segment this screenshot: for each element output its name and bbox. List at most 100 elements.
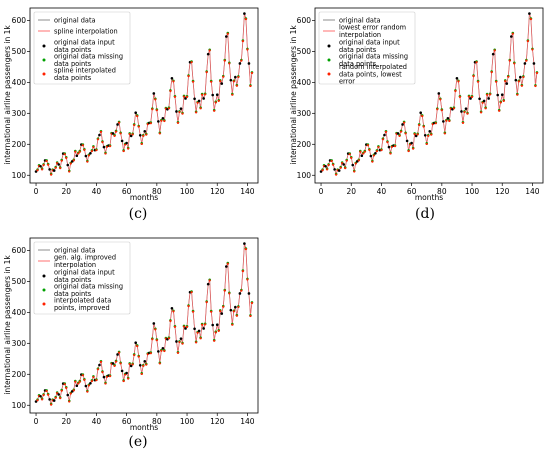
interpolated-data-point	[205, 300, 208, 304]
interpolated-data-point	[191, 80, 195, 83]
interpolated-data-point	[380, 149, 383, 152]
interpolated-data-point	[529, 18, 533, 21]
legend-dot-swatch	[42, 72, 46, 76]
interpolated-data-point	[191, 310, 195, 313]
interpolated-data-point	[78, 150, 81, 153]
interpolated-data-point	[155, 339, 158, 342]
interpolated-data-point	[173, 325, 177, 328]
input-data-point	[57, 163, 60, 166]
interpolated-data-point	[363, 150, 366, 153]
interpolated-data-point	[208, 279, 211, 282]
legend-label: original data input	[54, 39, 115, 47]
input-data-point	[234, 305, 237, 309]
interpolated-data-point	[240, 289, 243, 292]
legend-label: interpolation	[339, 31, 381, 39]
y-tick-label: 100	[12, 401, 27, 410]
interpolated-data-point	[470, 95, 474, 98]
interpolated-data-point	[178, 110, 181, 114]
interpolated-data-point	[513, 62, 516, 65]
interpolated-data-point	[430, 133, 433, 136]
interpolated-data-point	[196, 331, 199, 334]
input-data-point	[514, 78, 518, 82]
interpolated-data-point	[232, 310, 235, 313]
interpolated-data-point	[458, 95, 462, 98]
interpolated-data-point	[440, 109, 443, 112]
interpolated-data-point	[160, 119, 163, 122]
input-data-point	[206, 282, 210, 286]
interpolated-data-point	[50, 173, 53, 176]
interpolated-data-point	[436, 108, 439, 111]
y-axis-label: international airline passengers in 1k	[3, 255, 12, 395]
interpolated-data-point	[140, 142, 143, 146]
input-data-point	[125, 141, 128, 145]
interpolated-data-point	[127, 377, 130, 380]
input-data-point	[202, 97, 205, 100]
legend-label: random interpolated	[339, 63, 407, 71]
interpolated-data-point	[77, 382, 80, 385]
input-data-point	[342, 163, 345, 166]
input-data-point	[111, 132, 115, 135]
interpolated-data-point	[145, 363, 148, 366]
interpolated-data-point	[517, 80, 520, 83]
input-data-point	[39, 394, 42, 398]
interpolated-data-point	[327, 163, 330, 167]
x-tick-label: 120	[210, 187, 225, 196]
legend-dot-swatch	[42, 274, 46, 278]
interpolated-data-point	[95, 379, 98, 382]
y-tick-label: 600	[12, 16, 27, 25]
interpolated-data-point	[114, 130, 118, 133]
y-ticks: 100 200 300 400 500 600	[12, 16, 30, 180]
interpolated-data-point	[86, 160, 89, 163]
panel-e: 0 20 40 60 80 100 120 140 100 200 300 400 500 600 mo…	[3, 237, 259, 450]
interpolated-data-point	[173, 95, 177, 98]
interpolated-data-point	[210, 80, 213, 83]
input-data-point	[238, 62, 242, 65]
interpolated-data-point	[235, 314, 238, 317]
panel-c: 0 20 40 60 80 100 120 140 100 200 300 400 500 600 mo…	[3, 7, 259, 222]
input-data-point	[337, 169, 341, 172]
interpolated-data-point	[325, 168, 329, 171]
panel-caption: (c)	[129, 206, 148, 222]
interpolated-data-point	[158, 132, 161, 135]
x-tick-label: 0	[34, 417, 39, 426]
input-data-point	[84, 154, 88, 158]
legend-label: data points	[54, 290, 92, 298]
interpolated-data-point	[217, 329, 220, 333]
interpolated-data-point	[92, 375, 95, 379]
legend-label: original data	[339, 16, 381, 24]
x-tick-label: 60	[122, 417, 132, 426]
input-data-point	[102, 375, 106, 379]
interpolated-data-point	[250, 301, 254, 305]
x-tick-label: 60	[407, 187, 417, 196]
interpolated-data-point	[422, 125, 425, 128]
input-data-point	[39, 164, 42, 168]
input-data-point	[211, 93, 215, 97]
input-data-point	[414, 134, 418, 138]
interpolated-data-point	[404, 132, 407, 135]
interpolated-data-point	[42, 163, 45, 167]
interpolated-data-point	[335, 173, 338, 176]
interpolated-data-point	[377, 145, 380, 149]
input-data-point	[138, 364, 142, 367]
input-data-point	[120, 369, 124, 373]
interpolated-data-point	[113, 364, 116, 368]
input-data-point	[229, 78, 233, 82]
legend-label: points, improved	[54, 304, 110, 312]
interpolated-data-point	[83, 148, 86, 151]
interpolated-data-point	[489, 93, 492, 96]
interpolated-data-point	[402, 121, 406, 124]
interpolated-data-point	[201, 93, 204, 96]
interpolated-data-point	[231, 323, 234, 326]
interpolated-data-point	[222, 75, 225, 78]
input-data-point	[496, 93, 500, 97]
interpolated-data-point	[345, 159, 348, 162]
input-data-point	[528, 12, 531, 15]
interpolated-data-point	[176, 351, 180, 354]
interpolated-data-point	[344, 167, 347, 170]
input-data-point	[193, 97, 196, 101]
input-data-point	[57, 393, 60, 396]
interpolated-data-point	[163, 119, 166, 123]
interpolated-data-point	[163, 349, 166, 353]
y-tick-label: 500	[12, 47, 27, 56]
interpolated-data-point	[246, 278, 249, 281]
